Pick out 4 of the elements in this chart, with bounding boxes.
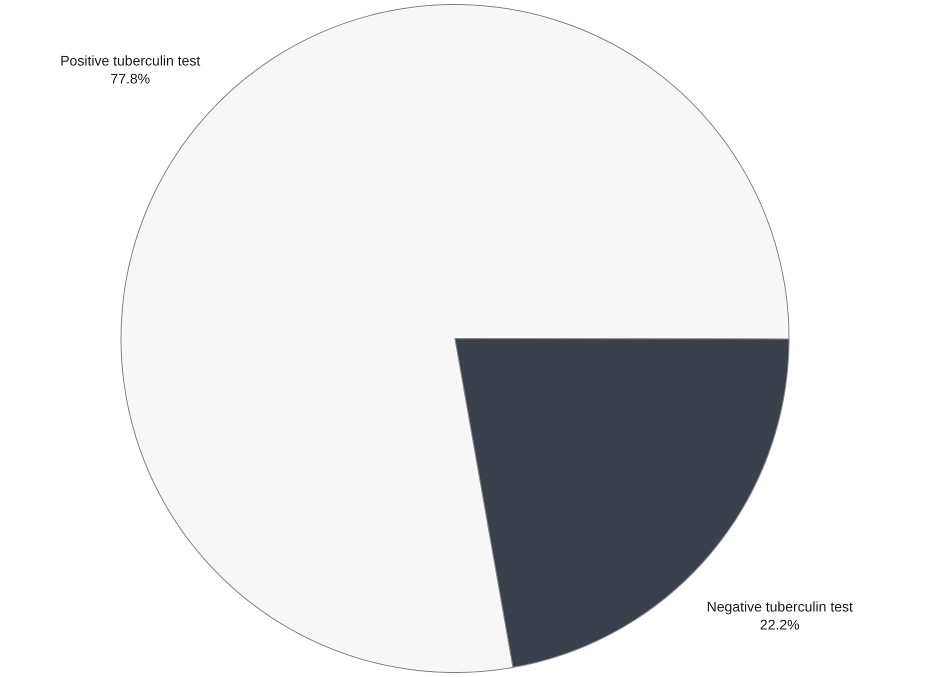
data-label: 22.2% <box>760 616 800 632</box>
data-label: 77.8% <box>110 70 150 87</box>
slice-label: Positive tuberculin test <box>60 52 200 69</box>
slice-label: Negative tuberculin test <box>706 598 854 614</box>
